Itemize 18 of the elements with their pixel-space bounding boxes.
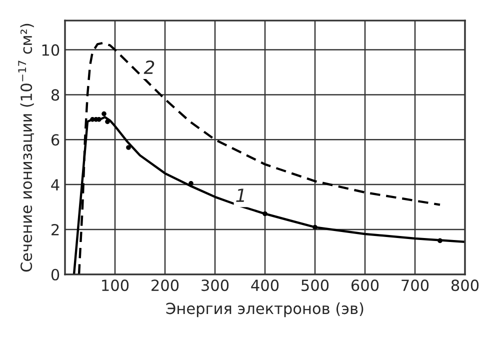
annotation: 1 [236, 188, 244, 202]
y-tick-label: 10 [42, 44, 60, 56]
x-tick-label: 200 [152, 280, 179, 292]
y-tick-label: 2 [52, 224, 59, 236]
y-tick-label: 6 [51, 134, 60, 146]
y-axis-title: Сечение ионизации (10$^{−17}$ см²) [18, 24, 34, 272]
annotation: 2 [144, 60, 154, 74]
x-tick-label: 600 [351, 280, 379, 292]
x-tick-label: 300 [202, 280, 229, 292]
x-tick-label: 800 [451, 280, 479, 292]
x-tick-label: 500 [302, 280, 329, 292]
x-tick-label: 100 [102, 280, 129, 292]
x-tick-label: 700 [402, 280, 429, 292]
y-tick-label: 0 [51, 268, 60, 280]
y-tick-label: 4 [51, 179, 60, 190]
y-tick-label: 8 [51, 89, 60, 101]
x-axis-title: Энергия электронов (эв) [166, 302, 364, 318]
x-tick-label: 400 [251, 280, 279, 292]
